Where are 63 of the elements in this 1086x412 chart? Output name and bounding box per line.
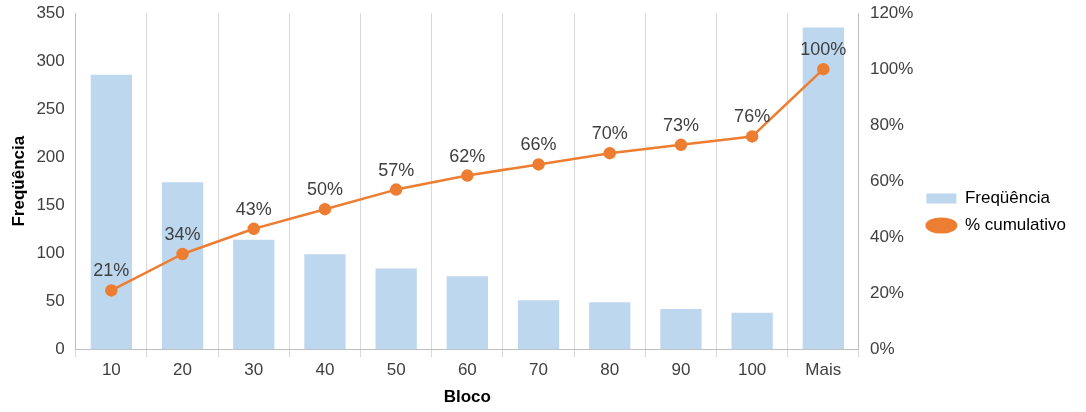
x-tick-label: 100 [737,360,767,380]
x-tick-label: 20 [173,360,193,380]
point [461,169,474,182]
y2-tick-label: 80% [869,114,904,134]
point [674,138,688,152]
point [817,62,830,76]
data-label: 43% [235,198,272,219]
x-tick-label: 60 [457,360,477,380]
bar [802,27,844,350]
y2-tick-label: 0% [869,338,895,358]
y2-tick-label: 40% [869,226,904,246]
y2-tick-label: 60% [869,170,904,190]
x-tick-label: 70 [529,360,548,380]
data-label: 34% [164,223,201,244]
point [247,222,261,236]
data-label: 70% [591,123,628,144]
data-label: 57% [378,159,415,180]
y2-tick-label: 20% [869,282,904,302]
bar [660,308,702,350]
x-tick-label: 90 [671,360,691,380]
data-label: 66% [520,134,557,155]
data-label: 73% [662,114,699,135]
bar [517,300,560,350]
bar [161,182,204,350]
point [389,183,403,196]
point [603,146,616,160]
y2-tick-label: 120% [869,2,914,22]
y-tick-label: 50 [45,290,65,310]
y-tick-label: 100 [36,242,65,262]
legend-label: % cumulativo [964,215,1067,235]
x-tick-label: 80 [600,360,620,380]
bar [731,312,773,350]
x-axis-title: Bloco [443,387,491,407]
x-tick-label: 30 [244,360,264,380]
point [176,247,189,261]
y2-tick-label: 100% [869,58,914,78]
data-label: 62% [449,145,486,166]
y-tick-label: 150 [36,194,65,214]
y-axis-title: Freqüência [8,135,28,227]
bar [446,276,488,350]
y-tick-label: 300 [36,50,65,70]
point [105,284,118,297]
x-tick-label: 40 [315,360,335,380]
data-label: 50% [306,179,343,200]
point [318,202,332,216]
bar [90,74,133,350]
data-label: 76% [734,106,771,127]
data-label: 21% [93,260,130,281]
x-tick-label: 10 [101,360,121,380]
x-tick-label: Mais [805,360,842,380]
x-tick-label: 50 [386,360,406,380]
legend-label: Freqüência [964,188,1051,208]
bar [233,239,275,350]
bar [304,254,346,350]
point [532,158,545,171]
point [745,130,759,143]
bar [375,268,417,350]
y-tick-label: 250 [36,98,65,118]
y-tick-label: 200 [36,146,65,166]
y-tick-label: 350 [36,2,65,22]
y-tick-label: 0 [55,338,65,358]
bar [589,302,631,350]
data-label: 100% [800,39,847,60]
